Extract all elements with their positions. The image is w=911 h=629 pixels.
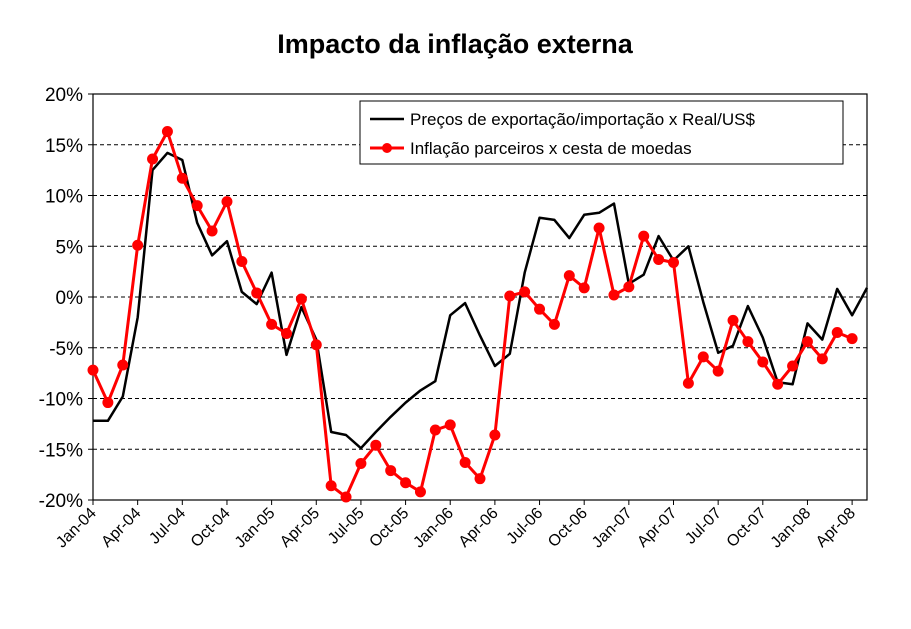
data-point: [668, 256, 679, 268]
data-point: [236, 255, 248, 267]
y-tick-label: 10%: [45, 187, 83, 208]
data-point: [161, 126, 173, 138]
data-point: [682, 377, 694, 389]
x-tick-label: Jan-05: [232, 505, 279, 552]
data-point: [846, 333, 858, 345]
data-point: [489, 429, 501, 441]
data-point: [772, 378, 784, 390]
data-point: [801, 336, 813, 348]
data-point: [147, 153, 159, 165]
x-tick-label: Apr-06: [456, 505, 502, 551]
x-tick-label: Apr-08: [813, 505, 859, 551]
data-point: [117, 359, 129, 371]
x-tick-label: Jul-06: [504, 505, 547, 548]
legend-marker-series-2: [382, 143, 392, 153]
x-tick-label: Apr-05: [277, 505, 323, 551]
y-tick-label: 5%: [56, 237, 84, 258]
x-tick-label: Oct-07: [724, 505, 770, 551]
chart-title: Impacto da inflação externa: [277, 29, 634, 59]
data-point: [444, 419, 456, 431]
y-tick-label: 0%: [56, 288, 84, 309]
data-point: [638, 230, 650, 242]
series-line-1: [93, 151, 869, 450]
data-point: [310, 339, 322, 351]
data-point: [578, 282, 590, 294]
data-point: [504, 290, 516, 302]
x-tick-label: Jan-06: [410, 505, 457, 552]
data-point: [400, 477, 412, 489]
x-tick-label: Oct-05: [366, 505, 412, 551]
x-tick-label: Jan-07: [589, 505, 636, 552]
legend-box: [359, 100, 844, 165]
data-point: [593, 222, 605, 234]
x-tick-label: Oct-06: [545, 505, 591, 551]
grid-layer: [93, 144, 867, 450]
data-point: [534, 303, 546, 315]
data-point: [87, 364, 99, 376]
data-point: [787, 360, 799, 372]
x-tick-label: Jul-07: [682, 505, 725, 548]
data-point: [191, 200, 203, 212]
data-point: [816, 353, 828, 365]
data-point: [221, 196, 233, 208]
y-tick-label: -5%: [49, 339, 83, 360]
data-point: [653, 253, 665, 265]
data-point: [370, 439, 382, 451]
x-tick-label: Jul-05: [325, 505, 368, 548]
y-tick-label: -10%: [39, 390, 83, 411]
data-point: [459, 456, 471, 468]
data-point: [429, 424, 441, 436]
data-point: [251, 287, 263, 299]
y-axis: 20% 15% 10% 5% 0% -5% -10% -15% -20%: [39, 85, 93, 512]
data-point: [414, 486, 426, 498]
data-point: [355, 457, 367, 469]
data-point: [519, 286, 531, 298]
legend-label-series-1: Preços de exportação/importação x Real/U…: [410, 110, 755, 129]
series-layer: [87, 126, 869, 503]
data-point: [608, 289, 620, 301]
data-point: [176, 172, 188, 184]
x-tick-label: Apr-07: [634, 505, 680, 551]
data-point: [563, 270, 575, 282]
legend-label-series-2: Inflação parceiros x cesta de moedas: [410, 139, 692, 158]
data-point: [623, 281, 635, 293]
x-tick-label: Jul-04: [146, 505, 189, 548]
data-point: [281, 328, 292, 340]
y-tick-label: -15%: [39, 440, 83, 461]
data-point: [295, 293, 307, 305]
legend: Preços de exportação/importação x Real/U…: [359, 100, 844, 165]
data-point: [697, 351, 709, 363]
data-point: [385, 465, 397, 477]
data-point: [474, 473, 486, 485]
data-point: [132, 239, 144, 251]
data-point: [712, 365, 724, 377]
data-point: [325, 480, 337, 492]
data-point: [742, 336, 754, 348]
series-line-2: [91, 130, 853, 499]
y-tick-label: -20%: [39, 491, 83, 512]
x-tick-label: Apr-04: [98, 505, 144, 551]
data-point: [548, 318, 560, 330]
data-point: [757, 356, 769, 368]
data-point: [340, 491, 352, 503]
data-point: [206, 225, 218, 237]
y-tick-label: 15%: [45, 136, 83, 157]
data-point: [266, 318, 278, 330]
y-tick-label: 20%: [45, 85, 83, 106]
data-point: [831, 327, 843, 339]
data-point: [727, 314, 739, 326]
data-point: [102, 397, 114, 409]
x-tick-label: Oct-04: [188, 505, 234, 551]
x-tick-label: Jan-08: [768, 505, 815, 552]
